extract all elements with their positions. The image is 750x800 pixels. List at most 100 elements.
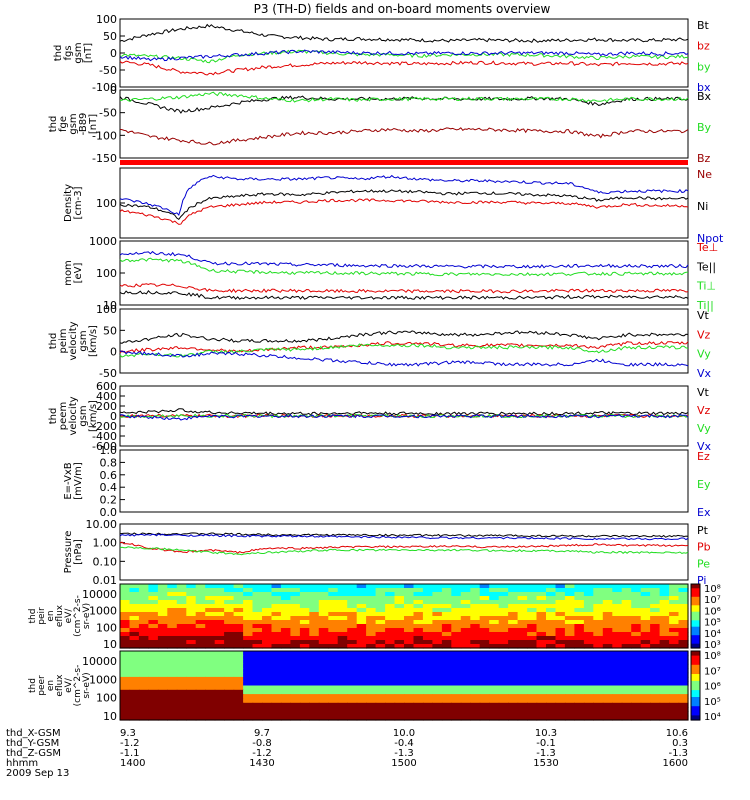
spectrogram-cell	[262, 715, 273, 721]
spectrogram-cell	[375, 584, 386, 589]
spectrogram-cell	[593, 624, 604, 629]
spectrogram-cell	[299, 698, 310, 704]
spectrogram-cell	[129, 620, 140, 625]
spectrogram-cell	[233, 681, 244, 687]
spectrogram-cell	[621, 651, 632, 656]
spectrogram-cell	[252, 659, 263, 665]
spectrogram-cell	[508, 612, 519, 617]
spectrogram-cell	[470, 608, 481, 613]
spectrogram-cell	[328, 596, 339, 601]
spectrogram-cell	[262, 592, 273, 597]
spectrogram-cell	[413, 707, 424, 712]
spectrogram-cell	[593, 588, 604, 593]
y-tick-label: 1000	[89, 235, 117, 248]
spectrogram-cell	[527, 644, 538, 649]
spectrogram-cell	[564, 681, 575, 687]
spectrogram-cell	[498, 600, 509, 605]
spectrogram-cell	[138, 604, 149, 609]
spectrogram-cell	[621, 698, 632, 704]
y-axis-label: E=-VxB[mV/m]	[63, 462, 84, 500]
spectrogram-cell	[299, 672, 310, 678]
spectrogram-cell	[602, 668, 613, 674]
spectrogram-cell	[233, 672, 244, 678]
spectrogram-cell	[517, 640, 528, 645]
spectrogram-cell	[224, 711, 235, 717]
spectrogram-cell	[470, 651, 481, 656]
spectrogram-cell	[290, 600, 301, 605]
spectrogram-cell	[574, 628, 585, 633]
spectrogram-cell	[394, 711, 405, 717]
spectrogram-cell	[385, 644, 396, 649]
spectrogram-cell	[385, 592, 396, 597]
spectrogram-cell	[290, 711, 301, 717]
spectrogram-cell	[422, 612, 433, 617]
spectrogram-cell	[404, 681, 415, 687]
x-tick-label: 0.3	[672, 738, 688, 749]
colorbar-segment	[691, 596, 700, 600]
spectrogram-cell	[451, 681, 462, 687]
spectrogram-cell	[243, 694, 254, 699]
spectrogram-cell	[451, 668, 462, 674]
series-Bx	[119, 95, 689, 114]
spectrogram-cell	[262, 659, 273, 665]
spectrogram-cell	[612, 672, 623, 678]
spectrogram-cell	[195, 596, 206, 601]
spectrogram-cell	[621, 702, 632, 708]
spectrogram-cell	[564, 707, 575, 712]
spectrogram-cell	[148, 612, 159, 617]
spectrogram-cell	[631, 588, 642, 593]
spectrogram-cell	[404, 659, 415, 665]
spectrogram-cell	[650, 624, 661, 629]
spectrogram-cell	[214, 676, 225, 682]
spectrogram-cell	[517, 698, 528, 704]
spectrogram-cell	[451, 600, 462, 605]
spectrogram-cell	[252, 707, 263, 712]
spectrogram-cell	[517, 672, 528, 678]
spectrogram-cell	[176, 672, 187, 678]
spectrogram-cell	[328, 711, 339, 717]
spectrogram-cell	[176, 651, 187, 656]
spectrogram-cell	[290, 604, 301, 609]
y-tick-label: -600	[92, 440, 117, 453]
spectrogram-cell	[593, 628, 604, 633]
spectrogram-cell	[678, 592, 689, 597]
spectrogram-cell	[678, 707, 689, 712]
spectrogram-cell	[366, 651, 377, 656]
spectrogram-cell	[470, 632, 481, 637]
spectrogram-cell	[631, 596, 642, 601]
y-tick-label: 0.10	[93, 555, 118, 568]
colorbar-segment	[691, 605, 700, 608]
spectrogram-cell	[527, 711, 538, 717]
spectrogram-cell	[375, 640, 386, 645]
spectrogram-cell	[583, 715, 594, 721]
spectrogram-cell	[167, 616, 178, 621]
spectrogram-cell	[602, 628, 613, 633]
spectrogram-cell	[612, 681, 623, 687]
spectrogram-cell	[536, 624, 547, 629]
spectrogram-cell	[536, 707, 547, 712]
colorbar-segment	[691, 641, 700, 645]
spectrogram-cell	[650, 608, 661, 613]
spectrogram-cell	[157, 612, 168, 617]
spectrogram-cell	[422, 640, 433, 645]
spectrogram-cell	[669, 632, 680, 637]
spectrogram-cell	[318, 612, 329, 617]
spectrogram-cell	[385, 636, 396, 641]
spectrogram-cell	[640, 689, 651, 695]
spectrogram-cell	[157, 659, 168, 665]
colorbar-segment	[691, 603, 700, 606]
series-Vt	[119, 330, 689, 344]
spectrogram-cell	[214, 592, 225, 597]
colorbar-segment	[691, 676, 700, 680]
y-tick-label: -100	[92, 129, 117, 142]
spectrogram-cell	[489, 620, 500, 625]
spectrogram-cell	[224, 659, 235, 665]
panel-peimvel: 100500-50thdpeimvelocitygsm[km/s]VtVzVyV…	[48, 303, 712, 380]
spectrogram-cell	[167, 632, 178, 637]
spectrogram-cell	[120, 655, 131, 661]
spectrogram-cell	[120, 608, 131, 613]
spectrogram-cell	[432, 592, 443, 597]
spectrogram-cell	[394, 620, 405, 625]
spectrogram-cell	[138, 636, 149, 641]
spectrogram-cell	[243, 715, 254, 721]
